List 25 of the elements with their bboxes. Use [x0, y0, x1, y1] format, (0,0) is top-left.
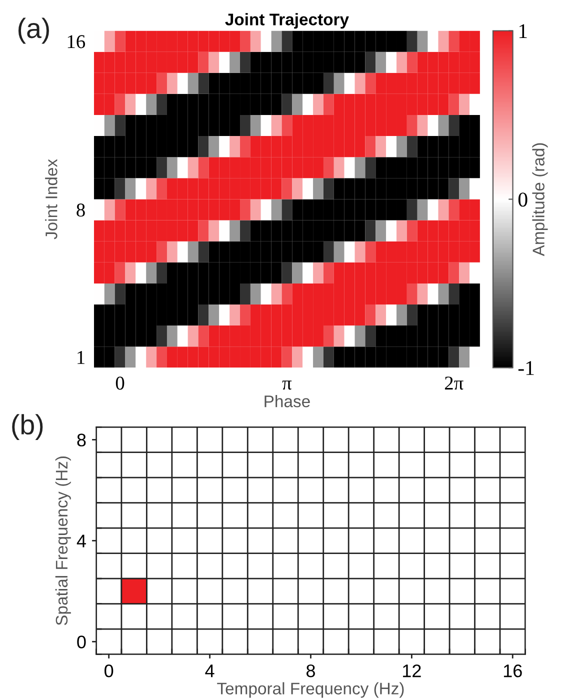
- x-axis-title: Temporal Frequency (Hz): [217, 682, 404, 698]
- y-axis-title: Joint Index: [45, 159, 58, 240]
- y-tick-label: 8: [77, 434, 86, 446]
- color-bar-title: Amplitude (rad): [532, 143, 548, 256]
- x-tick-label: π: [282, 380, 292, 390]
- color-bar-label: 0: [518, 192, 528, 207]
- x-tick-label: 12: [403, 664, 421, 678]
- x-axis-title: Phase: [264, 395, 310, 408]
- color-bar-label: 1: [519, 24, 527, 38]
- x-tick-label: 8: [306, 664, 315, 678]
- color-bar-label: -1: [518, 361, 534, 375]
- y-tick-label: 4: [76, 534, 86, 548]
- x-tick-label: 4: [205, 664, 214, 678]
- x-tick-label: 0: [116, 376, 124, 390]
- text: (a): [18, 18, 49, 44]
- text: (b): [12, 414, 43, 440]
- x-tick-label: 0: [104, 664, 114, 678]
- x-tick-label: 16: [504, 664, 522, 678]
- x-tick-label: 2π: [444, 376, 464, 390]
- y-axis-title: Spatial Frequency (Hz): [55, 456, 71, 626]
- chart-title: Joint Trajectory: [225, 13, 349, 29]
- y-tick-label: 16: [68, 35, 86, 48]
- y-tick-label: 0: [77, 636, 86, 648]
- y-tick-label: 8: [76, 204, 85, 217]
- y-tick-label: 1: [78, 351, 84, 364]
